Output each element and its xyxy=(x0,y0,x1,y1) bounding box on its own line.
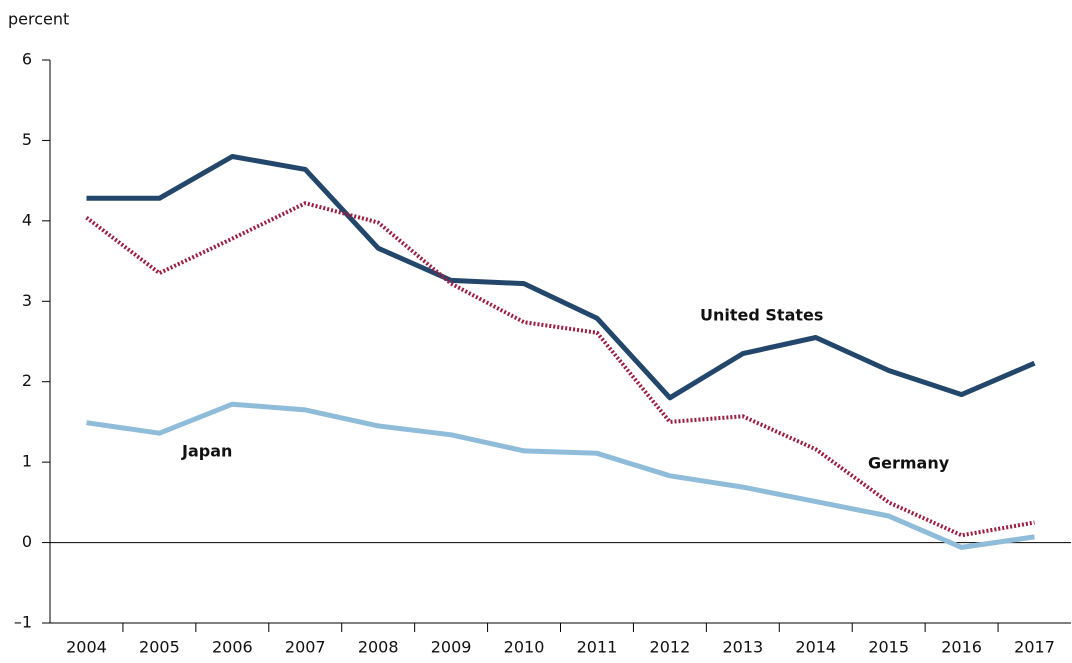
series-label: Japan xyxy=(181,442,232,461)
series-line xyxy=(86,401,1035,550)
x-tick-label: 2017 xyxy=(1014,638,1055,657)
x-tick-label: 2004 xyxy=(66,638,107,657)
x-tick-label: 2011 xyxy=(577,638,618,657)
x-tick-label: 2005 xyxy=(139,638,180,657)
y-tick-label: 6 xyxy=(22,50,32,69)
x-tick-label: 2008 xyxy=(358,638,399,657)
series-label: United States xyxy=(700,306,823,325)
y-tick-label: 4 xyxy=(22,210,32,229)
y-tick-label: 1 xyxy=(22,452,32,471)
y-tick-label: 3 xyxy=(22,291,32,310)
series-line xyxy=(86,154,1036,401)
x-tick-label: 2007 xyxy=(285,638,326,657)
y-tick-label: 2 xyxy=(22,371,32,390)
x-tick-label: 2013 xyxy=(722,638,763,657)
y-tick-label: 0 xyxy=(22,532,32,551)
x-tick-label: 2016 xyxy=(941,638,982,657)
x-tick-label: 2010 xyxy=(504,638,545,657)
x-tick-label: 2012 xyxy=(650,638,691,657)
series-label: Germany xyxy=(868,454,950,473)
y-axis-label: percent xyxy=(8,10,69,29)
y-tick-label: 5 xyxy=(22,130,32,149)
series-line xyxy=(85,201,1035,538)
x-tick-label: 2014 xyxy=(795,638,836,657)
x-tick-label: 2009 xyxy=(431,638,472,657)
x-tick-label: 2015 xyxy=(868,638,909,657)
x-tick-label: 2006 xyxy=(212,638,253,657)
y-tick-label: –1 xyxy=(14,613,32,632)
